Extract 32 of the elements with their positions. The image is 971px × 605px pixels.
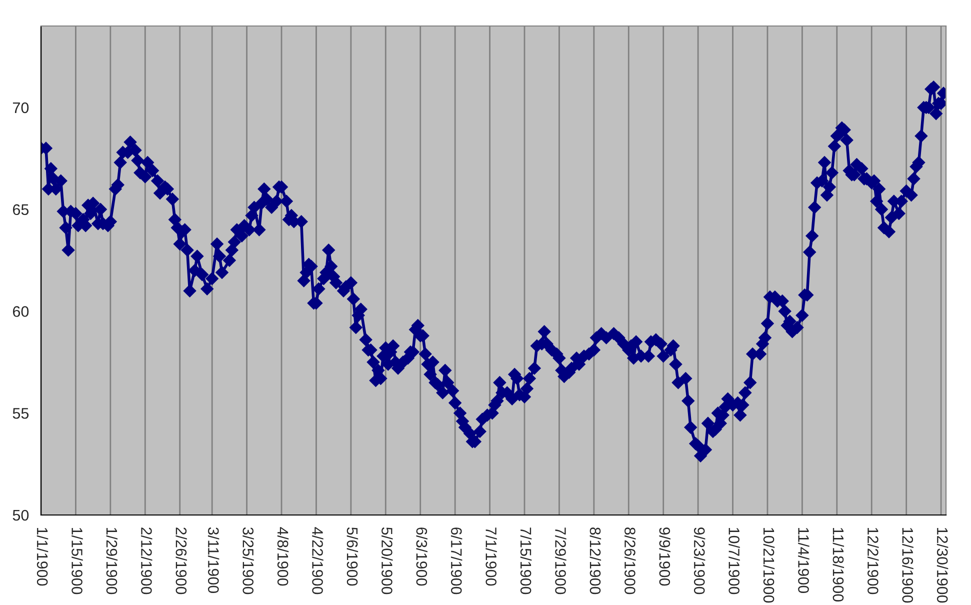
x-tick-label: 6/17/1900	[450, 528, 462, 594]
y-tick-label: 60	[12, 306, 29, 317]
x-tick-label: 9/23/1900	[694, 528, 706, 594]
y-tick-label: 55	[12, 408, 29, 419]
x-tick-label: 7/29/1900	[555, 528, 566, 594]
x-tick-label: 9/9/1900	[659, 528, 670, 586]
x-tick-label: 4/8/1900	[277, 527, 289, 586]
x-tick-label: 5/6/1900	[346, 527, 358, 586]
x-tick-label: 12/30/1900	[936, 528, 948, 603]
x-tick-label: 3/25/1900	[242, 527, 254, 594]
x-tick-label: 7/1/1900	[486, 528, 497, 586]
y-tick-label: 50	[12, 510, 29, 521]
x-tick-label: 11/18/1900	[832, 528, 844, 602]
x-tick-label: 10/21/1900	[763, 528, 775, 603]
x-tick-label: 3/11/1900	[208, 527, 220, 594]
x-tick-label: 12/16/1900	[902, 528, 914, 603]
x-tick-label: 11/4/1900	[798, 528, 810, 594]
x-tick-label: 7/15/1900	[520, 528, 532, 594]
x-tick-label: 10/7/1900	[728, 528, 740, 594]
x-tick-label: 8/12/1900	[590, 527, 602, 594]
x-tick-label: 12/2/1900	[868, 528, 879, 594]
x-tick-label: 4/22/1900	[312, 527, 324, 594]
x-tick-label: 8/26/1900	[624, 527, 636, 594]
x-tick-label: 5/20/1900	[382, 527, 393, 594]
y-tick-label: 70	[12, 102, 29, 114]
x-tick-label: 2/12/1900	[141, 528, 152, 594]
x-tick-label: 1/29/1900	[106, 528, 118, 594]
x-tick-label: 1/1/1900	[36, 528, 48, 586]
x-tick-label: 1/15/1900	[72, 528, 83, 594]
x-tick-label: 2/26/1900	[176, 528, 187, 594]
x-tick-label: 6/3/1900	[416, 528, 428, 586]
y-tick-label: 65	[12, 204, 29, 216]
